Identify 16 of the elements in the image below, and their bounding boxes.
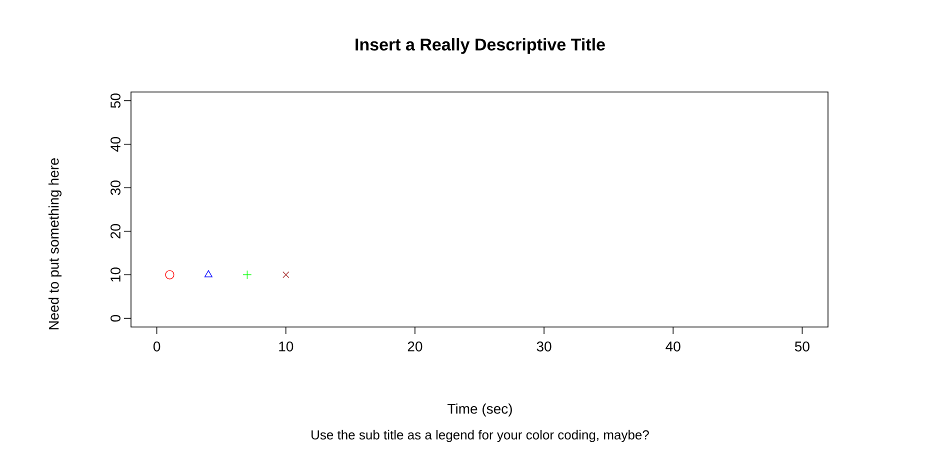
x-tick-label: 10	[279, 342, 294, 352]
chart-title: Insert a Really Descriptive Title	[356, 38, 605, 54]
y-tick-label: 10	[110, 268, 120, 282]
y-axis-title: Need to put something here	[48, 158, 62, 330]
text: Use the sub title as a legend for your color coding, maybe?	[312, 430, 649, 442]
x-tick-label: 0	[153, 342, 160, 352]
y-tick-label: 50	[110, 93, 120, 108]
y-tick-label: 20	[110, 224, 120, 238]
x-tick-label: 20	[408, 342, 422, 352]
y-tick-label: 40	[110, 136, 120, 152]
x-tick-label: 30	[536, 342, 552, 352]
y-tick-label: 0	[110, 314, 120, 322]
x-tick-label: 50	[794, 342, 810, 352]
x-tick-label: 40	[666, 342, 680, 352]
y-tick-label: 30	[110, 180, 120, 195]
x-axis-title: Time (sec)	[448, 403, 512, 417]
